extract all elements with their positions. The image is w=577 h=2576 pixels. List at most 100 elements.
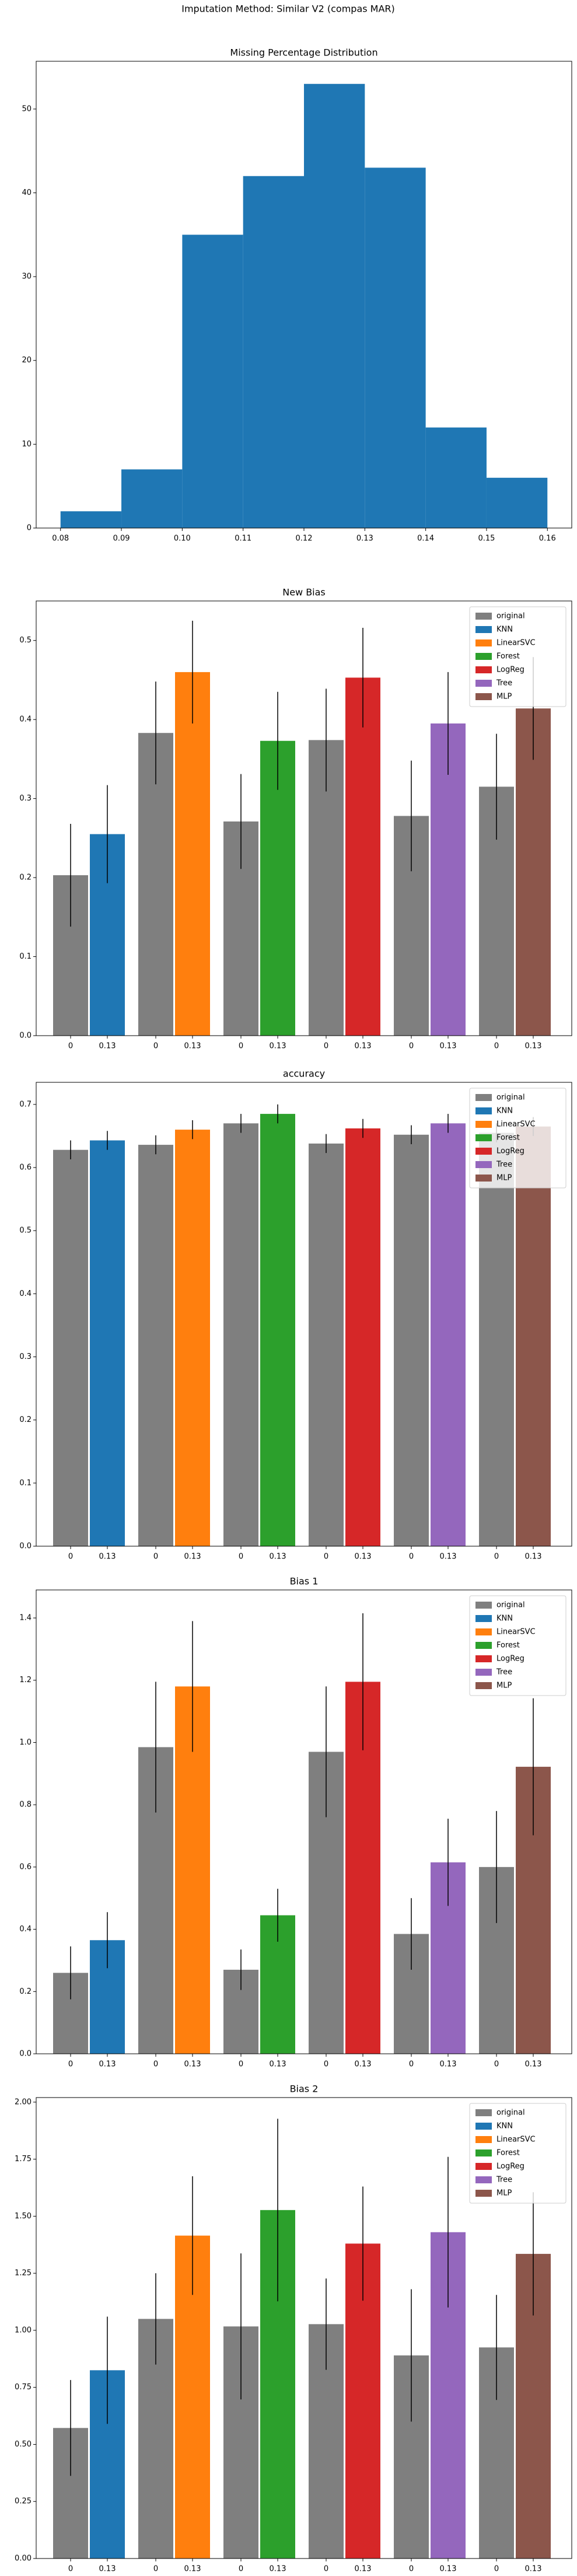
legend-label: Tree <box>496 1668 512 1677</box>
legend-label: KNN <box>496 2122 513 2131</box>
bar <box>138 1145 173 1546</box>
x-tick-label: 0 <box>409 1553 414 1561</box>
x-tick-label: 0 <box>409 2060 414 2069</box>
y-tick-label: 0.6 <box>19 1862 32 1871</box>
y-tick-label: 0.3 <box>19 794 32 803</box>
axes-frame <box>36 600 572 1036</box>
legend-swatch <box>475 1615 492 1622</box>
y-tick-label: 1.2 <box>19 1676 32 1684</box>
bar <box>175 1130 210 1546</box>
y-tick-label: 1.0 <box>19 1738 32 1747</box>
legend-label: MLP <box>496 2189 512 2198</box>
legend-swatch <box>475 1161 492 1168</box>
legend-label: MLP <box>496 1174 512 1183</box>
histogram-bar <box>365 167 426 528</box>
legend-swatch <box>475 1642 492 1649</box>
x-tick-label: 0.13 <box>525 2565 542 2574</box>
legend-label: Forest <box>496 2149 520 2158</box>
chart-title: Missing Percentage Distribution <box>230 47 377 58</box>
legend-label: MLP <box>496 693 512 701</box>
x-tick-label: 0.09 <box>113 534 130 543</box>
x-tick-label: 0.13 <box>355 1042 372 1051</box>
legend-swatch <box>475 1602 492 1609</box>
x-tick-label: 0.13 <box>184 1553 201 1561</box>
y-tick-label: 30 <box>22 272 32 281</box>
x-tick-label: 0.13 <box>99 2060 116 2069</box>
x-tick-label: 0.13 <box>440 2565 457 2574</box>
axes-frame <box>36 61 572 529</box>
y-tick-label: 0.75 <box>15 2383 32 2392</box>
bar <box>479 1133 514 1546</box>
histogram-bar <box>425 427 487 528</box>
legend-swatch <box>475 1175 492 1182</box>
bar <box>516 708 551 1036</box>
y-tick-label: 0.6 <box>19 1163 32 1172</box>
legend-swatch <box>475 666 492 673</box>
x-tick-label: 0 <box>324 1553 328 1561</box>
x-tick-label: 0.13 <box>440 2060 457 2069</box>
x-tick-label: 0.13 <box>99 1553 116 1561</box>
x-tick-label: 0.13 <box>525 1553 542 1561</box>
legend-label: original <box>496 1093 525 1102</box>
legend-label: LogReg <box>496 1655 524 1663</box>
legend-swatch <box>475 2136 492 2143</box>
x-tick-label: 0 <box>68 1553 73 1561</box>
y-tick-label: 2.00 <box>15 2098 32 2106</box>
x-tick-label: 0.08 <box>52 534 69 543</box>
figure-title: Imputation Method: Similar V2 (compas MA… <box>181 4 395 15</box>
legend-swatch <box>475 653 492 660</box>
legend-label: LinearSVC <box>496 1120 536 1129</box>
legend-label: Forest <box>496 1134 520 1142</box>
y-tick-label: 0.25 <box>15 2497 32 2506</box>
histogram-bar <box>486 477 548 528</box>
legend-swatch <box>475 2190 492 2197</box>
legend-box <box>469 1595 566 1696</box>
bar <box>345 677 380 1036</box>
axes-frame <box>36 2097 572 2559</box>
y-tick-label: 0.2 <box>19 873 32 882</box>
x-tick-label: 0 <box>239 1042 243 1051</box>
x-tick-label: 0.13 <box>440 1042 457 1051</box>
bar <box>175 672 210 1036</box>
y-tick-label: 40 <box>22 188 32 197</box>
x-tick-label: 0 <box>409 1042 414 1051</box>
bar <box>53 1149 88 1546</box>
x-tick-label: 0.13 <box>270 1553 286 1561</box>
x-tick-label: 0 <box>324 2060 328 2069</box>
legend-label: MLP <box>496 1682 512 1690</box>
legend-swatch <box>475 1655 492 1662</box>
histogram-bar <box>304 83 365 528</box>
y-tick-label: 1.50 <box>15 2212 32 2221</box>
legend-swatch <box>475 2163 492 2170</box>
y-tick-label: 0.00 <box>15 2554 32 2563</box>
legend-swatch <box>475 2123 492 2130</box>
legend-swatch <box>475 613 492 620</box>
y-tick-label: 0.2 <box>19 1415 32 1424</box>
histogram-bar <box>60 511 122 528</box>
legend-swatch <box>475 1094 492 1101</box>
bar <box>394 1134 429 1546</box>
y-tick-label: 1.4 <box>19 1614 32 1623</box>
chart-title: accuracy <box>283 1068 325 1079</box>
x-tick-label: 0.13 <box>184 2060 201 2069</box>
y-tick-label: 0.4 <box>19 715 32 724</box>
y-tick-label: 1.75 <box>15 2155 32 2163</box>
x-tick-label: 0 <box>239 2565 243 2574</box>
legend-label: original <box>496 2109 525 2117</box>
bar <box>431 1123 466 1546</box>
legend-box <box>469 2103 566 2204</box>
chart-title: Bias 1 <box>290 1576 319 1587</box>
y-tick-label: 0.4 <box>19 1289 32 1298</box>
legend-label: Tree <box>496 1161 512 1169</box>
axes-frame <box>36 1589 572 2054</box>
x-tick-label: 0.16 <box>539 534 556 543</box>
histogram-bar <box>243 176 304 528</box>
legend-swatch <box>475 1134 492 1141</box>
legend-swatch <box>475 1682 492 1689</box>
y-tick-label: 0.8 <box>19 1801 32 1809</box>
x-tick-label: 0 <box>324 2565 328 2574</box>
x-tick-label: 0.13 <box>270 2565 286 2574</box>
legend-label: LogReg <box>496 2162 524 2171</box>
x-tick-label: 0 <box>153 2565 158 2574</box>
